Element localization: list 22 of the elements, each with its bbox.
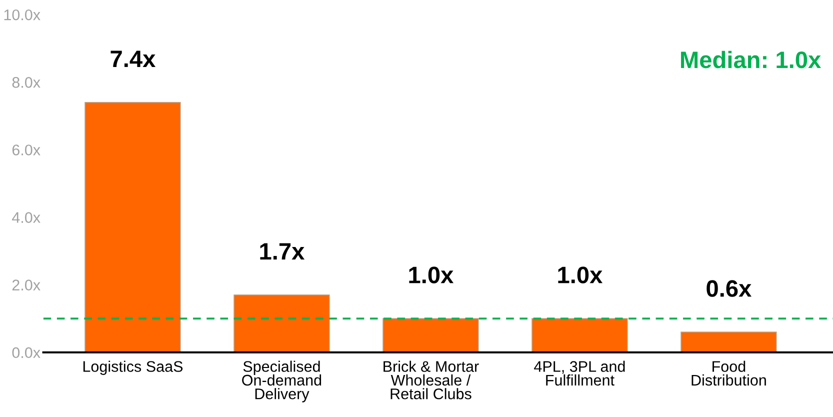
y-tick-label: 8.0x [12, 77, 40, 88]
bar [382, 318, 479, 352]
x-tick-label: 4PL, 3PL and Fulfillment [534, 360, 625, 386]
x-tick-label: Specialised On-demand Delivery [242, 360, 322, 402]
bar [680, 332, 777, 352]
data-label: 7.4x [110, 50, 156, 67]
bar [532, 318, 628, 352]
y-tick-label: 2.0x [12, 280, 40, 290]
data-label: 1.7x [260, 243, 305, 260]
y-tick-label: 0.0x [12, 347, 40, 358]
data-label: 1.0x [558, 266, 603, 284]
data-label: 0.6x [706, 280, 752, 297]
x-tick-label: Logistics SaaS [83, 360, 183, 375]
y-tick-label: 6.0x [12, 144, 40, 156]
y-tick-label: 10.0x [4, 9, 40, 20]
bar [234, 294, 330, 352]
bar [84, 102, 181, 352]
data-label: 1.0x [409, 266, 454, 284]
ref-line-label: Median: 1.0x [681, 50, 821, 68]
x-tick-label: Food Distribution [692, 360, 766, 386]
x-tick-label: Brick & Mortar Wholesale / Retail Clubs [384, 360, 479, 400]
y-tick-label: 4.0x [12, 212, 40, 223]
